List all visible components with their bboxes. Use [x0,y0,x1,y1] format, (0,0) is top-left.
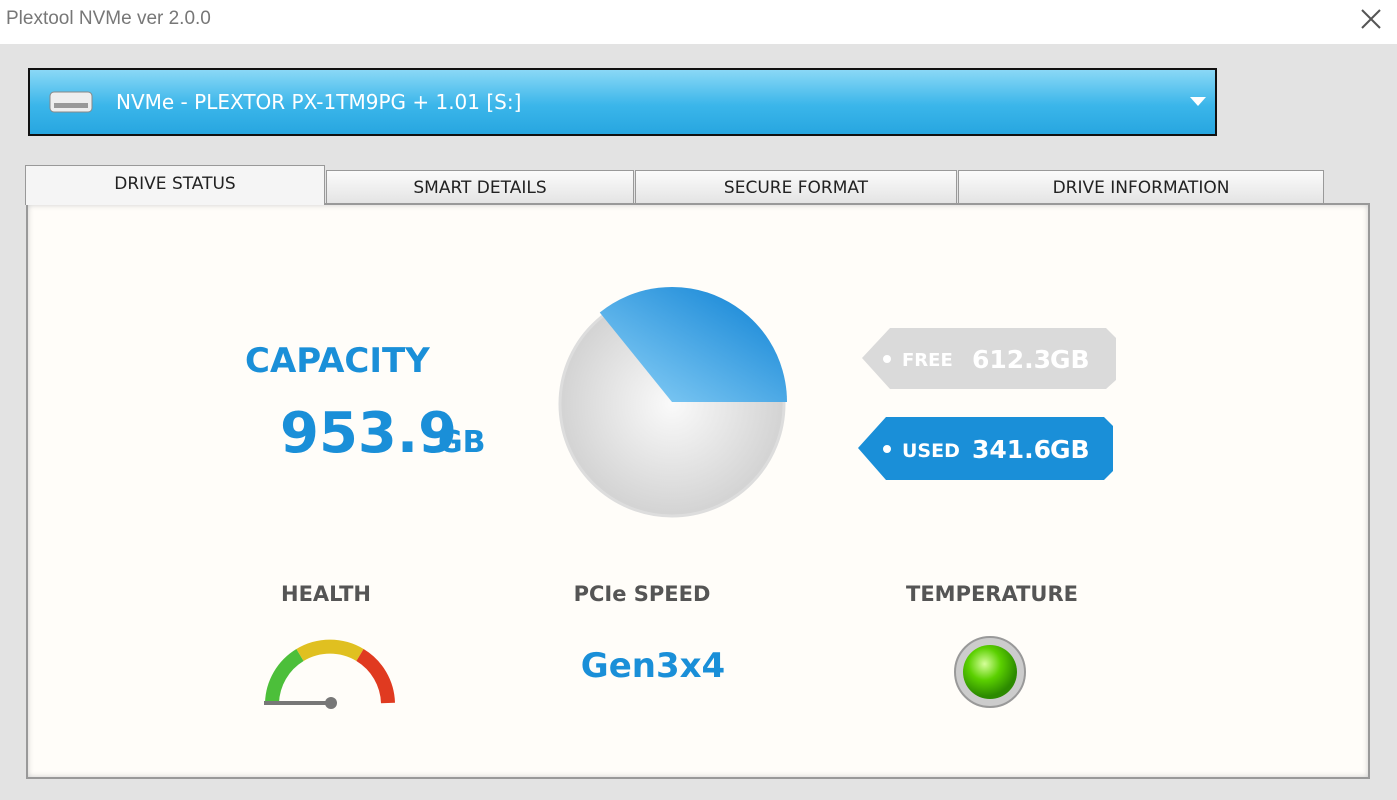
free-tag [862,328,1116,389]
temperature-indicator [954,636,1026,708]
free-unit: GB [1050,345,1090,374]
tab[interactable]: SMART DETAILS [326,170,634,203]
capacity-value: 953.9 [280,401,457,466]
drive-dropdown[interactable]: NVMe - PLEXTOR PX-1TM9PG + 1.01 [S:] [28,68,1217,136]
pcie-label: PCIe SPEED [574,582,711,606]
used-space-slice [599,287,787,402]
drive-icon [49,91,93,113]
health-gauge [264,639,395,709]
free-label: FREE [902,350,953,371]
health-label: HEALTH [281,582,371,606]
used-unit: GB [1050,435,1090,464]
temperature-label: TEMPERATURE [906,582,1078,606]
tab[interactable]: DRIVE STATUS [25,165,325,205]
free-value: 612.3 [972,345,1051,374]
used-value: 341.6 [972,435,1051,464]
dropdown-arrow [1190,97,1206,106]
close-button[interactable] [1360,8,1382,30]
window-title: Plextool NVMe ver 2.0.0 [6,8,211,29]
tab[interactable]: SECURE FORMAT [635,170,957,203]
pcie-value: Gen3x4 [581,646,725,686]
free-dot [883,355,891,363]
capacity-label: CAPACITY [245,341,430,381]
tab[interactable]: DRIVE INFORMATION [958,170,1324,203]
title-bar: Plextool NVMe ver 2.0.0 [0,0,1397,44]
used-tag [858,417,1113,480]
capacity-unit: GB [438,425,486,460]
selected-drive: NVMe - PLEXTOR PX-1TM9PG + 1.01 [S:] [116,90,522,114]
used-dot [883,445,891,453]
used-label: USED [902,440,960,462]
